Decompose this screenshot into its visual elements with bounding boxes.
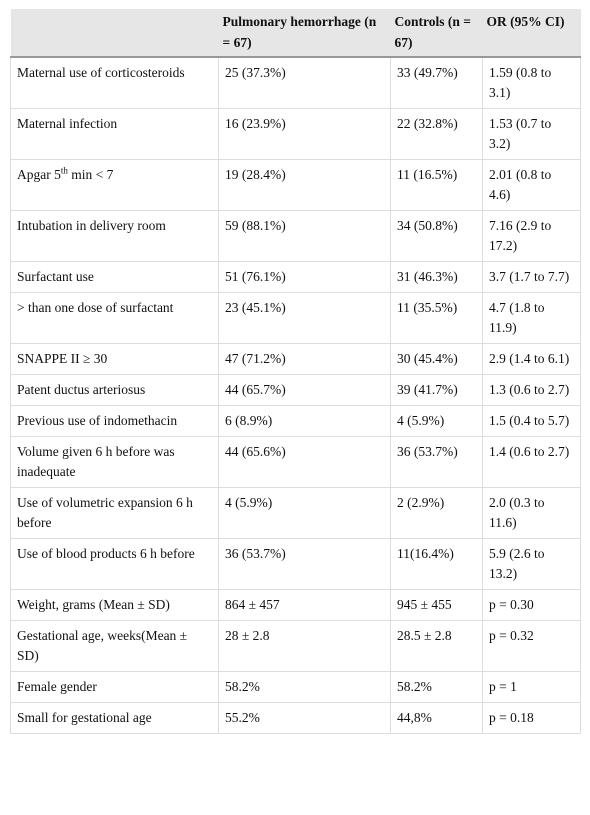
table-cell: SNAPPE II ≥ 30 [10,343,219,375]
table-cell: Use of volumetric expansion 6 h before [10,487,219,539]
text-part: Apgar 5 [17,167,61,182]
table-cell: Gestational age, weeks(Mean ± SD) [10,620,219,672]
table-cell: p = 0.18 [482,702,581,734]
header-cell: OR (95% CI) [482,9,581,58]
table-cell: 28.5 ± 2.8 [390,620,483,672]
table-cell: Weight, grams (Mean ± SD) [10,589,219,621]
table-cell: Female gender [10,671,219,703]
table-cell: p = 0.32 [482,620,581,672]
table-cell: 864 ± 457 [218,589,391,621]
table-cell: Maternal use of corticosteroids [10,56,219,109]
table-cell: 59 (88.1%) [218,210,391,262]
table-cell: 25 (37.3%) [218,56,391,109]
table-cell: 4 (5.9%) [218,487,391,539]
table-cell: 30 (45.4%) [390,343,483,375]
header-cell [10,9,219,58]
table-cell: 19 (28.4%) [218,159,391,211]
table-cell: 11 (35.5%) [390,292,483,344]
header-cell: Controls (n = 67) [390,9,483,58]
table-cell: 5.9 (2.6 to 13.2) [482,538,581,590]
table-cell: 3.7 (1.7 to 7.7) [482,261,581,293]
table-row: Use of volumetric expansion 6 h before 4 … [10,487,581,539]
table-row: Maternal infection 16 (23.9%) 22 (32.8%) 1.… [10,108,581,160]
table-row: Female gender 58.2% 58.2% p = 1 [10,671,581,703]
table-cell: 34 (50.8%) [390,210,483,262]
text-part: min < 7 [67,167,114,182]
table-row: Previous use of indomethacin 6 (8.9%) 4 (5… [10,405,581,437]
table-cell: 2.01 (0.8 to 4.6) [482,159,581,211]
table-row: Gestational age, weeks(Mean ± SD) 28 ± 2.… [10,620,581,672]
table-row: Maternal use of corticosteroids 25 (37.3%… [10,56,581,109]
table-cell: p = 0.30 [482,589,581,621]
table-row: Patent ductus arteriosus 44 (65.7%) 39 (41… [10,374,581,406]
table-cell: 4 (5.9%) [390,405,483,437]
table-cell: 39 (41.7%) [390,374,483,406]
table-cell: 55.2% [218,702,391,734]
header-cell: Pulmonary hemorrhage (n = 67) [218,9,391,58]
table-cell: Maternal infection [10,108,219,160]
superscript: th [60,165,68,176]
table-cell: 1.5 (0.4 to 5.7) [482,405,581,437]
table-cell: 11 (16.5%) [390,159,483,211]
table-cell: 36 (53.7%) [390,436,483,488]
table-row: Surfactant use 51 (76.1%) 31 (46.3%) 3.7 (1… [10,261,581,293]
table-cell: 44,8% [390,702,483,734]
header-row: Pulmonary hemorrhage (n = 67) Controls (n… [10,9,581,58]
table-cell: Apgar 5th min < 7 [10,159,219,211]
table-cell: p = 1 [482,671,581,703]
table-cell: 36 (53.7%) [218,538,391,590]
table-cell: Previous use of indomethacin [10,405,219,437]
table-cell: Use of blood products 6 h before [10,538,219,590]
table-cell: 58.2% [390,671,483,703]
table-cell: 4.7 (1.8 to 11.9) [482,292,581,344]
table-cell: Volume given 6 h before was inadequate [10,436,219,488]
table-row: Weight, grams (Mean ± SD) 864 ± 457 945 ± … [10,589,581,621]
table-cell: 6 (8.9%) [218,405,391,437]
table-cell: > than one dose of surfactant [10,292,219,344]
table-cell: 28 ± 2.8 [218,620,391,672]
table-cell: 7.16 (2.9 to 17.2) [482,210,581,262]
table-cell: 1.59 (0.8 to 3.1) [482,56,581,109]
table-cell: 11(16.4%) [390,538,483,590]
table-row: Intubation in delivery room 59 (88.1%) 34 … [10,210,581,262]
table-cell: 1.4 (0.6 to 2.7) [482,436,581,488]
table-cell: 23 (45.1%) [218,292,391,344]
table-row: Apgar 5th min < 7 19 (28.4%) 11 (16.5%) 2.0… [10,159,581,211]
table-cell: 2.0 (0.3 to 11.6) [482,487,581,539]
data-table: Pulmonary hemorrhage (n = 67) Controls (n… [10,9,581,734]
table-cell: 22 (32.8%) [390,108,483,160]
table-row: Small for gestational age 55.2% 44,8% p = 0… [10,702,581,734]
table-cell: 2 (2.9%) [390,487,483,539]
table-cell: 2.9 (1.4 to 6.1) [482,343,581,375]
table-row: SNAPPE II ≥ 30 47 (71.2%) 30 (45.4%) 2.9 (1… [10,343,581,375]
table-cell: Surfactant use [10,261,219,293]
table-cell: 16 (23.9%) [218,108,391,160]
table-cell: 44 (65.7%) [218,374,391,406]
table-row: Use of blood products 6 h before 36 (53.7… [10,538,581,590]
table-cell: 33 (49.7%) [390,56,483,109]
table-cell: 31 (46.3%) [390,261,483,293]
table-cell: 1.3 (0.6 to 2.7) [482,374,581,406]
table-cell: 58.2% [218,671,391,703]
table-cell: 44 (65.6%) [218,436,391,488]
table-cell: 945 ± 455 [390,589,483,621]
table-cell: Small for gestational age [10,702,219,734]
table-cell: 1.53 (0.7 to 3.2) [482,108,581,160]
table-row: > than one dose of surfactant 23 (45.1%) 1… [10,292,581,344]
table-row: Volume given 6 h before was inadequate 44… [10,436,581,488]
table-cell: 51 (76.1%) [218,261,391,293]
table-cell: 47 (71.2%) [218,343,391,375]
table-cell: Intubation in delivery room [10,210,219,262]
table-cell: Patent ductus arteriosus [10,374,219,406]
